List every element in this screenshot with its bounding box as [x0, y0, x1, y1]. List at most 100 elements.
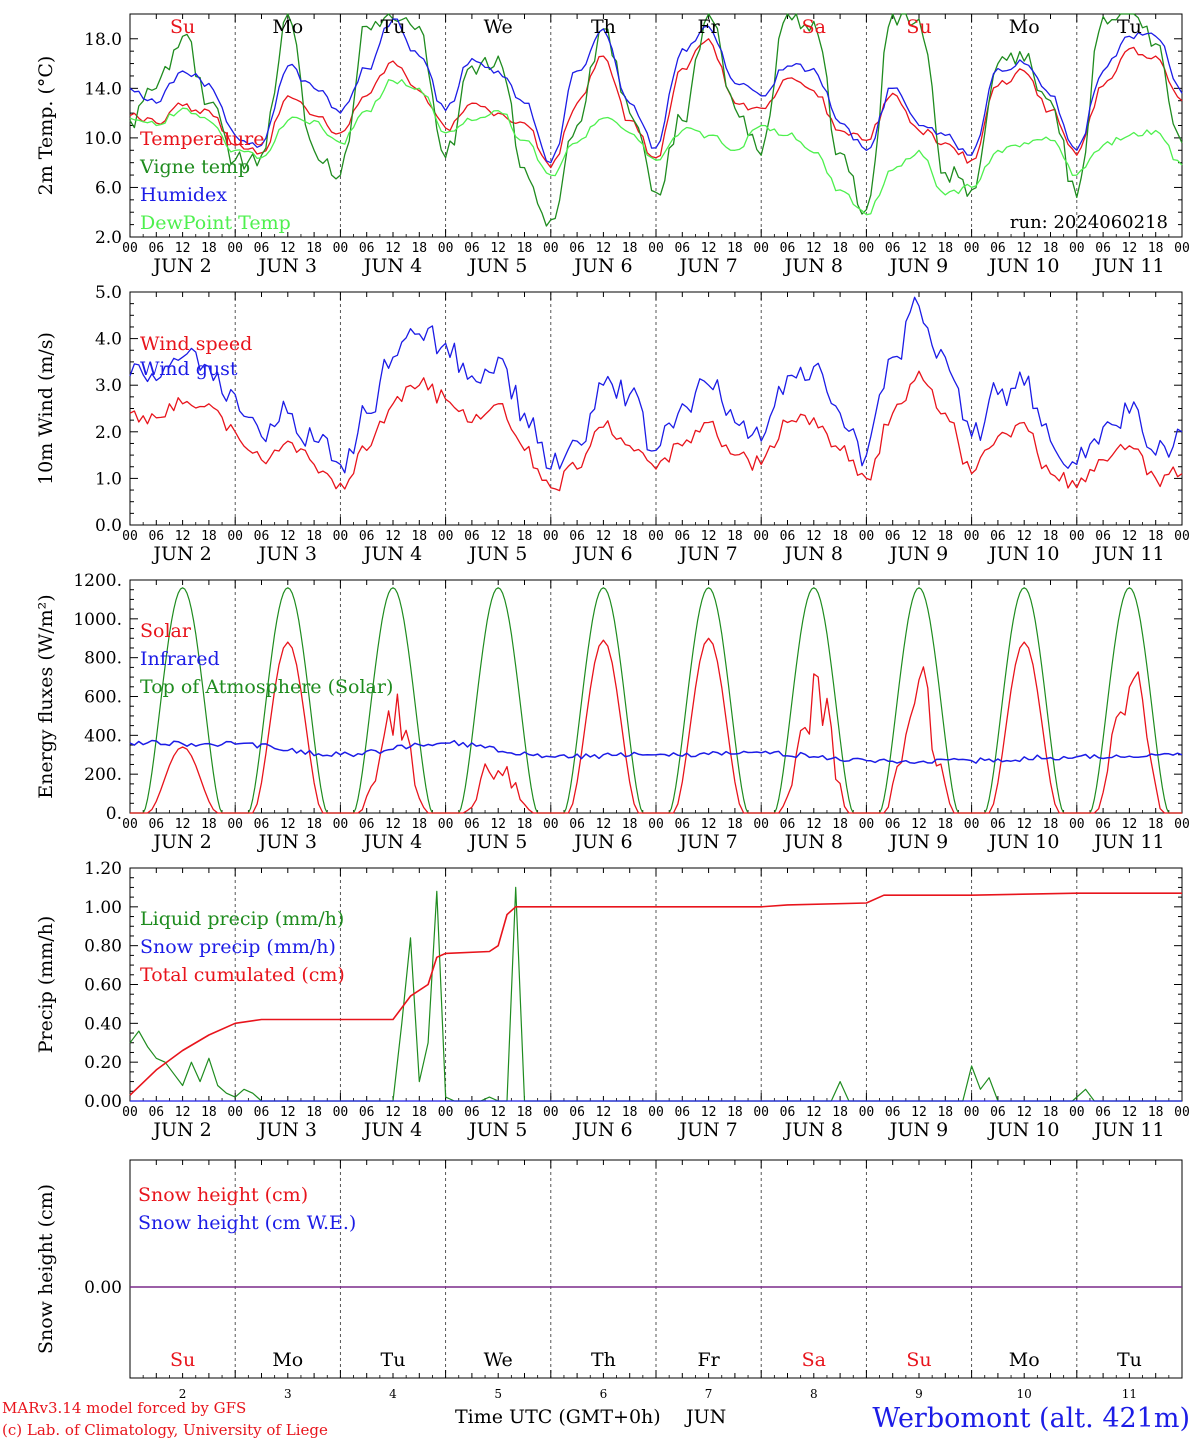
hour-tick-label: 06 [148, 241, 164, 256]
legend-entry: Liquid precip (mm/h) [140, 908, 344, 930]
hour-tick-label: 06 [359, 1105, 375, 1120]
y-tick-label: 1.00 [84, 898, 122, 918]
weekday-label-bottom: Tu [381, 1349, 406, 1371]
hour-tick-label: 00 [122, 817, 138, 832]
day-number-label: 2 [179, 1387, 187, 1401]
date-label: JUN 6 [572, 255, 632, 277]
infrared-series [129, 739, 1183, 764]
hour-tick-label: 18 [1148, 529, 1164, 544]
hour-tick-label: 12 [1016, 1105, 1032, 1120]
weekday-label: Th [591, 16, 616, 38]
y-tick-label: 0.40 [84, 1014, 122, 1034]
hour-tick-label: 00 [1069, 1105, 1085, 1120]
y-tick-label: 1200. [73, 571, 122, 591]
hour-tick-label: 18 [411, 817, 427, 832]
hour-tick-label: 12 [1122, 1105, 1138, 1120]
date-label: JUN 5 [467, 543, 527, 565]
hour-tick-label: 00 [122, 529, 138, 544]
hour-tick-label: 12 [175, 529, 191, 544]
hour-tick-label: 00 [438, 529, 454, 544]
weekday-label: Su [906, 16, 931, 38]
hour-tick-label: 06 [674, 817, 690, 832]
date-label: JUN 6 [572, 831, 632, 853]
date-label: JUN 3 [257, 543, 317, 565]
hour-tick-label: 06 [464, 1105, 480, 1120]
y-tick-label: 1.0 [95, 469, 122, 489]
hour-tick-label: 12 [701, 529, 717, 544]
hour-tick-label: 00 [543, 1105, 559, 1120]
hour-tick-label: 18 [517, 1105, 533, 1120]
y-tick-label: 2.0 [95, 228, 122, 248]
hour-tick-label: 06 [1095, 529, 1111, 544]
date-label: JUN 5 [467, 831, 527, 853]
hour-tick-label: 00 [333, 1105, 349, 1120]
hour-tick-label: 06 [1095, 241, 1111, 256]
hour-tick-label: 12 [385, 1105, 401, 1120]
legend-entry: Temperature [140, 128, 264, 150]
y-axis-label: 2m Temp. (°C) [35, 56, 57, 196]
y-tick-label: 5.0 [95, 283, 122, 303]
date-label: JUN 7 [677, 1119, 737, 1141]
hour-tick-label: 00 [1069, 241, 1085, 256]
date-label: JUN 3 [257, 1119, 317, 1141]
surface-solar-series [130, 637, 1182, 814]
hour-tick-label: 18 [201, 1105, 217, 1120]
legend-entry: Wind gust [140, 358, 238, 380]
date-label: JUN 10 [987, 1119, 1059, 1141]
day-number-label: 10 [1017, 1387, 1032, 1401]
date-label: JUN 11 [1092, 831, 1164, 853]
hour-tick-label: 00 [1174, 1105, 1190, 1120]
legend-entry: Top of Atmosphere (Solar) [140, 676, 393, 698]
weekday-label-bottom: Mo [272, 1349, 303, 1371]
hour-tick-label: 12 [490, 529, 506, 544]
hour-tick-label: 00 [859, 1105, 875, 1120]
date-label: JUN 7 [677, 831, 737, 853]
day-number-label: 4 [389, 1387, 397, 1401]
hour-tick-label: 06 [990, 1105, 1006, 1120]
hour-tick-label: 18 [1148, 1105, 1164, 1120]
hour-tick-label: 18 [201, 241, 217, 256]
hour-tick-label: 06 [359, 529, 375, 544]
date-label: JUN 4 [362, 543, 422, 565]
hour-tick-label: 00 [964, 1105, 980, 1120]
hour-tick-label: 12 [701, 241, 717, 256]
hour-tick-label: 18 [201, 817, 217, 832]
y-tick-label: 0.00 [84, 1278, 122, 1298]
hour-tick-label: 12 [806, 529, 822, 544]
model-credit: MARv3.14 model forced by GFS [2, 1399, 246, 1417]
hour-tick-label: 06 [359, 241, 375, 256]
date-label: JUN 11 [1092, 543, 1164, 565]
hour-tick-label: 18 [201, 529, 217, 544]
temp-series-1 [129, 13, 1183, 227]
y-tick-label: 2.0 [95, 423, 122, 443]
temp-series-2 [129, 18, 1183, 164]
hour-tick-label: 00 [438, 1105, 454, 1120]
hour-tick-label: 18 [517, 529, 533, 544]
hour-tick-label: 12 [280, 817, 296, 832]
y-tick-label: 600. [84, 688, 122, 708]
hour-tick-label: 18 [1043, 817, 1059, 832]
date-label: JUN 9 [888, 831, 948, 853]
hour-tick-label: 12 [806, 241, 822, 256]
hour-tick-label: 00 [1174, 817, 1190, 832]
legend-entry: Snow precip (mm/h) [140, 936, 336, 958]
hour-tick-label: 18 [517, 241, 533, 256]
legend-entry: Solar [140, 620, 192, 642]
hour-tick-label: 06 [780, 1105, 796, 1120]
weekday-label-bottom: Mo [1009, 1349, 1040, 1371]
hour-tick-label: 06 [780, 817, 796, 832]
hour-tick-label: 06 [464, 529, 480, 544]
hour-tick-label: 00 [859, 817, 875, 832]
hour-tick-label: 12 [596, 241, 612, 256]
hour-tick-label: 00 [227, 241, 243, 256]
date-label: JUN 8 [783, 543, 843, 565]
date-label: JUN 2 [151, 255, 211, 277]
hour-tick-label: 06 [885, 529, 901, 544]
date-label: JUN 7 [677, 255, 737, 277]
run-label: run: 2024060218 [1010, 212, 1168, 233]
hour-tick-label: 12 [175, 241, 191, 256]
y-tick-label: 800. [84, 649, 122, 669]
hour-tick-label: 00 [753, 529, 769, 544]
hour-tick-label: 06 [674, 529, 690, 544]
